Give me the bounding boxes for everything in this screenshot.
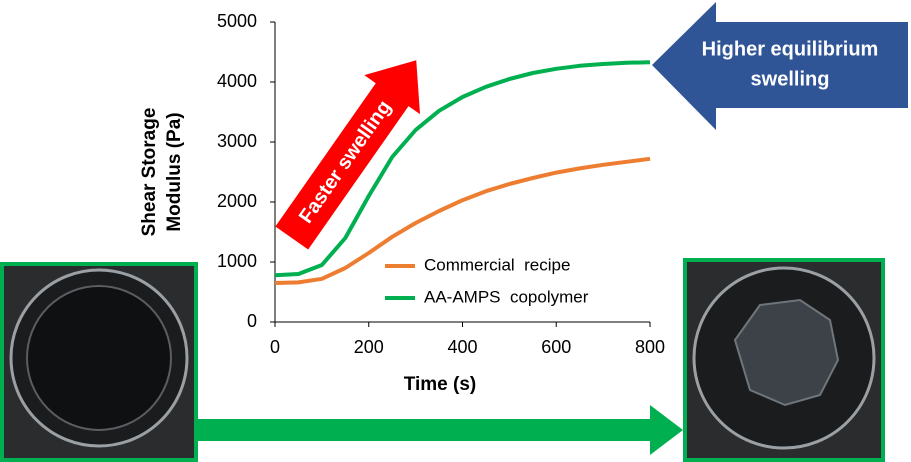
- process-arrow: [198, 405, 683, 455]
- annotation: Faster swelling: [295, 96, 396, 227]
- legend-label: Commercial recipe: [424, 255, 570, 274]
- y-tick-label: 1000: [217, 251, 257, 271]
- x-tick-label: 200: [354, 337, 384, 357]
- y-tick-label: 0: [247, 311, 257, 331]
- x-tick-label: 600: [541, 337, 571, 357]
- x-tick-label: 400: [447, 337, 477, 357]
- legend-label: AA-AMPS copolymer: [424, 287, 589, 306]
- y-tick-label: 4000: [217, 71, 257, 91]
- y-axis-title: Shear Storage: [139, 108, 160, 237]
- y-tick-label: 2000: [217, 191, 257, 211]
- y-axis-title: Modulus (Pa): [164, 112, 185, 231]
- photo-after: [683, 258, 885, 462]
- series-line: [274, 156, 651, 285]
- equilibrium-arrow: Higher equilibrium swelling: [652, 2, 908, 130]
- photo-before: [0, 262, 198, 462]
- y-tick-label: 3000: [217, 131, 257, 151]
- x-axis-title: Time (s): [404, 374, 477, 395]
- annotation: Higher equilibrium: [702, 38, 879, 60]
- series-line: [274, 60, 651, 278]
- annotation: swelling: [751, 68, 830, 90]
- y-tick-label: 5000: [217, 11, 257, 31]
- x-tick-label: 0: [270, 337, 280, 357]
- x-tick-label: 800: [635, 337, 665, 357]
